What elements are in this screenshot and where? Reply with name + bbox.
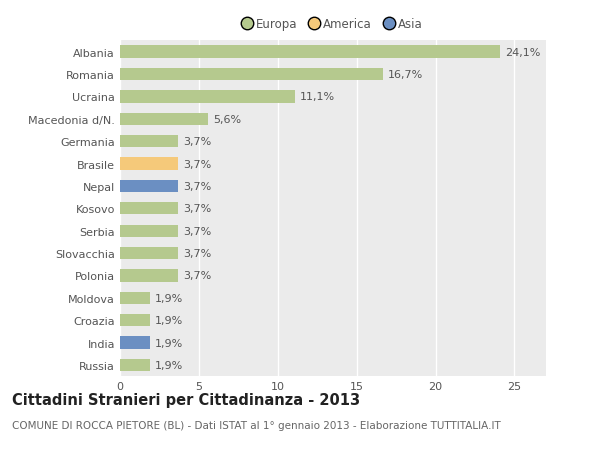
Text: 3,7%: 3,7% xyxy=(183,226,211,236)
Bar xyxy=(120,314,150,327)
Text: 3,7%: 3,7% xyxy=(183,137,211,147)
Text: 16,7%: 16,7% xyxy=(388,70,424,80)
Bar xyxy=(120,136,178,148)
Bar xyxy=(120,203,178,215)
Text: 3,7%: 3,7% xyxy=(183,159,211,169)
Bar xyxy=(120,292,150,304)
Text: 11,1%: 11,1% xyxy=(300,92,335,102)
Text: 3,7%: 3,7% xyxy=(183,204,211,214)
Bar xyxy=(120,46,500,59)
Bar xyxy=(120,113,208,126)
Legend: Europa, America, Asia: Europa, America, Asia xyxy=(239,14,427,36)
Bar xyxy=(120,270,178,282)
Bar xyxy=(120,69,383,81)
Bar xyxy=(120,180,178,193)
Bar xyxy=(120,359,150,371)
Bar xyxy=(120,91,295,103)
Text: COMUNE DI ROCCA PIETORE (BL) - Dati ISTAT al 1° gennaio 2013 - Elaborazione TUTT: COMUNE DI ROCCA PIETORE (BL) - Dati ISTA… xyxy=(12,420,501,430)
Text: 1,9%: 1,9% xyxy=(155,293,183,303)
Text: 1,9%: 1,9% xyxy=(155,338,183,348)
Text: 3,7%: 3,7% xyxy=(183,248,211,258)
Text: 3,7%: 3,7% xyxy=(183,181,211,191)
Text: 5,6%: 5,6% xyxy=(213,114,241,124)
Bar xyxy=(120,158,178,170)
Bar xyxy=(120,247,178,260)
Text: 1,9%: 1,9% xyxy=(155,315,183,325)
Text: 1,9%: 1,9% xyxy=(155,360,183,370)
Text: 24,1%: 24,1% xyxy=(505,47,541,57)
Text: 3,7%: 3,7% xyxy=(183,271,211,281)
Bar xyxy=(120,337,150,349)
Bar xyxy=(120,225,178,237)
Text: Cittadini Stranieri per Cittadinanza - 2013: Cittadini Stranieri per Cittadinanza - 2… xyxy=(12,392,360,408)
